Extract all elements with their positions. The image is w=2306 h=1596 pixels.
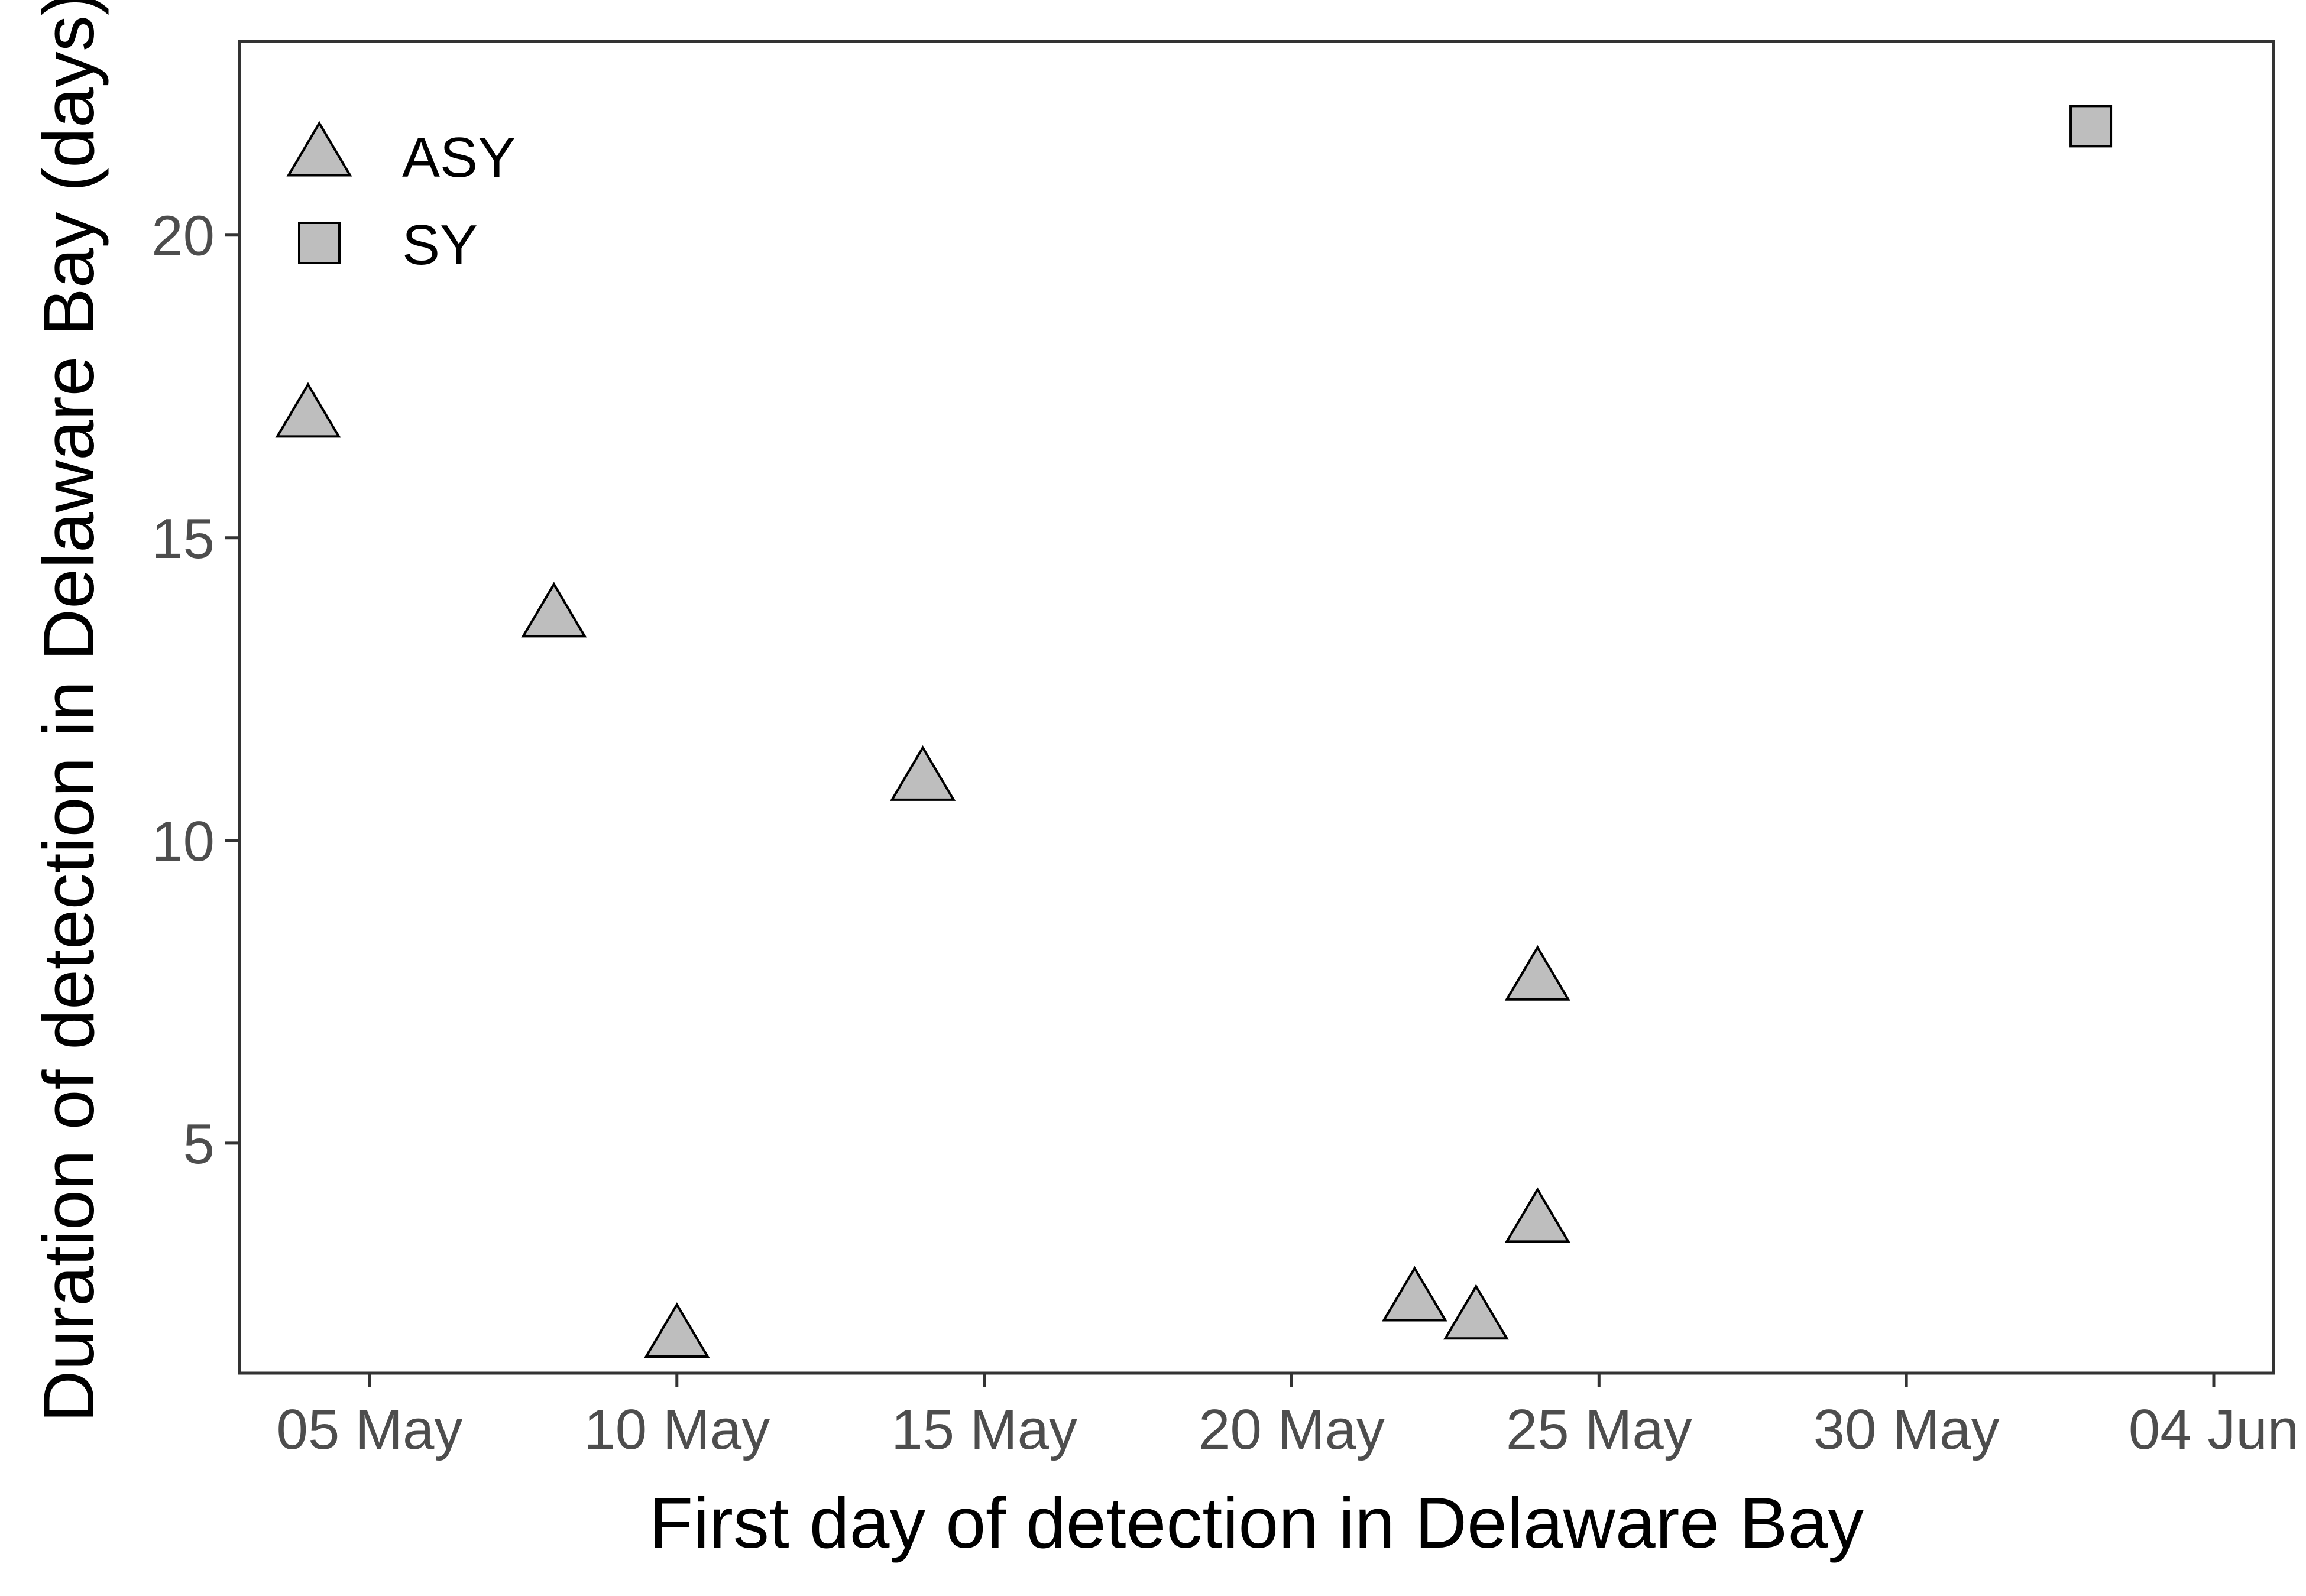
x-tick-label: 05 May (277, 1398, 463, 1461)
x-tick-label: 04 Jun (2129, 1398, 2299, 1461)
triangle-point (275, 382, 341, 438)
x-tick-label: 15 May (891, 1398, 1077, 1461)
legend: ASY SY (286, 121, 516, 277)
triangle-point (1504, 1187, 1570, 1243)
y-tick-label: 5 (183, 1112, 215, 1176)
legend-label: SY (402, 213, 478, 277)
legend-label: ASY (402, 126, 516, 189)
triangle-point (1381, 1266, 1447, 1322)
triangle-point (521, 582, 587, 638)
y-tick-label: 10 (151, 810, 215, 873)
triangle-point (1504, 945, 1570, 1001)
x-axis-title: First day of detection in Delaware Bay (649, 1483, 1864, 1563)
triangle-point (644, 1302, 710, 1358)
y-tick-label: 20 (151, 205, 215, 268)
y-tick-label: 15 (151, 507, 215, 570)
x-tick-label: 20 May (1199, 1398, 1385, 1461)
plot-panel (238, 40, 2275, 1375)
triangle-point (1443, 1284, 1509, 1340)
x-tick-label: 25 May (1506, 1398, 1692, 1461)
triangle-point (890, 745, 956, 801)
x-axis: 05 May 10 May 15 May 20 May 25 May 30 May 04 J… (277, 1373, 2299, 1461)
x-tick-label: 10 May (584, 1398, 770, 1461)
data-points (275, 105, 2113, 1358)
x-tick-label: 30 May (1813, 1398, 2000, 1461)
y-axis-title: Duration of detection in Delaware Bay (d… (28, 0, 109, 1422)
square-point (2069, 105, 2113, 148)
y-axis: 5 10 15 20 (151, 205, 239, 1176)
legend-key-square (298, 222, 341, 264)
legend-key-triangle (286, 121, 352, 177)
